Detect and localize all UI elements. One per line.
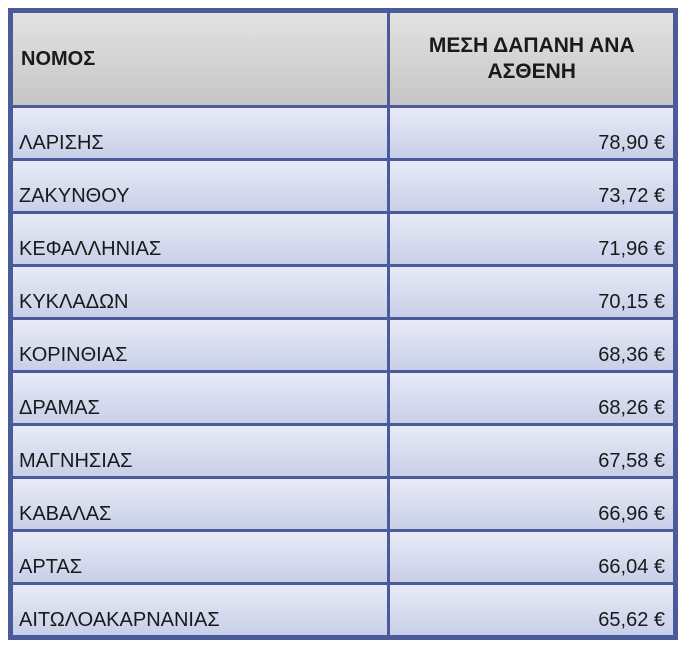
cell-name: ΚΟΡΙΝΘΙΑΣ	[13, 320, 387, 370]
cell-name: ΚΕΦΑΛΛΗΝΙΑΣ	[13, 214, 387, 264]
cell-value: 67,58 €	[390, 426, 673, 476]
table-row: ΚΟΡΙΝΘΙΑΣ 68,36 €	[13, 320, 673, 370]
table-row: ΑΙΤΩΛΟΑΚΑΡΝΑΝΙΑΣ 65,62 €	[13, 585, 673, 635]
header-value: ΜΕΣΗ ΔΑΠΑΝΗ ΑΝΑ ΑΣΘΕΝΗ	[390, 13, 673, 105]
cell-name: ΚΑΒΑΛΑΣ	[13, 479, 387, 529]
cell-value: 66,04 €	[390, 532, 673, 582]
header-nomos: ΝΟΜΟΣ	[13, 13, 387, 105]
table-row: ΚΕΦΑΛΛΗΝΙΑΣ 71,96 €	[13, 214, 673, 264]
cell-value: 65,62 €	[390, 585, 673, 635]
table-row: ΖΑΚΥΝΘΟΥ 73,72 €	[13, 161, 673, 211]
data-table: ΝΟΜΟΣ ΜΕΣΗ ΔΑΠΑΝΗ ΑΝΑ ΑΣΘΕΝΗ ΛΑΡΙΣΗΣ 78,…	[10, 10, 676, 638]
cell-value: 73,72 €	[390, 161, 673, 211]
cell-name: ΔΡΑΜΑΣ	[13, 373, 387, 423]
cell-name: ΑΙΤΩΛΟΑΚΑΡΝΑΝΙΑΣ	[13, 585, 387, 635]
data-table-wrap: ΝΟΜΟΣ ΜΕΣΗ ΔΑΠΑΝΗ ΑΝΑ ΑΣΘΕΝΗ ΛΑΡΙΣΗΣ 78,…	[8, 8, 678, 640]
cell-name: ΑΡΤΑΣ	[13, 532, 387, 582]
cell-name: ΖΑΚΥΝΘΟΥ	[13, 161, 387, 211]
cell-name: ΛΑΡΙΣΗΣ	[13, 108, 387, 158]
cell-name: ΚΥΚΛΑΔΩΝ	[13, 267, 387, 317]
table-header-row: ΝΟΜΟΣ ΜΕΣΗ ΔΑΠΑΝΗ ΑΝΑ ΑΣΘΕΝΗ	[13, 13, 673, 105]
cell-name: ΜΑΓΝΗΣΙΑΣ	[13, 426, 387, 476]
cell-value: 66,96 €	[390, 479, 673, 529]
table-row: ΔΡΑΜΑΣ 68,26 €	[13, 373, 673, 423]
table-row: ΚΥΚΛΑΔΩΝ 70,15 €	[13, 267, 673, 317]
cell-value: 78,90 €	[390, 108, 673, 158]
cell-value: 68,26 €	[390, 373, 673, 423]
table-row: ΛΑΡΙΣΗΣ 78,90 €	[13, 108, 673, 158]
table-row: ΜΑΓΝΗΣΙΑΣ 67,58 €	[13, 426, 673, 476]
cell-value: 68,36 €	[390, 320, 673, 370]
table-row: ΚΑΒΑΛΑΣ 66,96 €	[13, 479, 673, 529]
cell-value: 70,15 €	[390, 267, 673, 317]
table-row: ΑΡΤΑΣ 66,04 €	[13, 532, 673, 582]
cell-value: 71,96 €	[390, 214, 673, 264]
